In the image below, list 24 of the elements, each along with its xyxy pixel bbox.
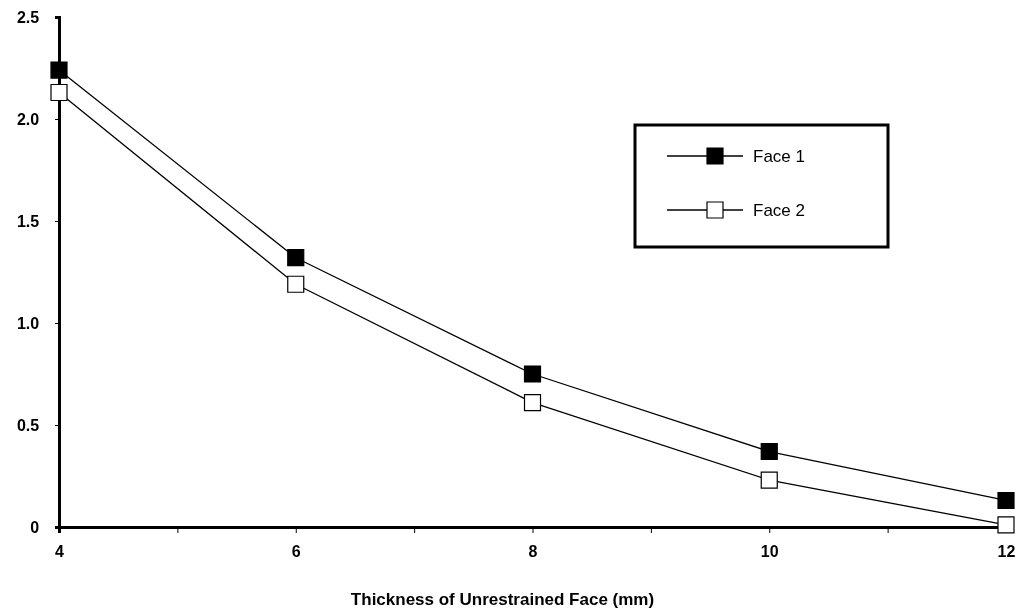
point <box>997 491 1015 510</box>
point <box>287 275 305 293</box>
point <box>50 83 68 102</box>
legend-label: Face 2 <box>753 201 805 220</box>
y-tick-label: 1.5 <box>16 212 40 230</box>
x-tick-label: 10 <box>760 542 779 560</box>
x-tick-label: 8 <box>528 542 538 560</box>
legend-label: Face 1 <box>753 147 805 166</box>
y-tick-label: 0.5 <box>16 416 40 434</box>
point <box>760 471 778 489</box>
point <box>287 249 305 267</box>
y-tick-label: 1.0 <box>16 314 40 332</box>
point <box>523 393 542 412</box>
x-tick-label: 6 <box>291 542 301 560</box>
point <box>523 365 542 383</box>
x-tick-label: 12 <box>997 542 1016 560</box>
point <box>997 516 1015 534</box>
point <box>760 442 778 461</box>
y-tick-label: 2.5 <box>16 8 40 26</box>
x-axis-title: Thickness of Unrestrained Face (mm) <box>350 590 655 609</box>
x-tick-label: 4 <box>55 542 65 560</box>
y-tick-label: 2.0 <box>16 110 40 128</box>
point <box>50 61 68 79</box>
y-tick-label: 0 <box>30 518 40 536</box>
